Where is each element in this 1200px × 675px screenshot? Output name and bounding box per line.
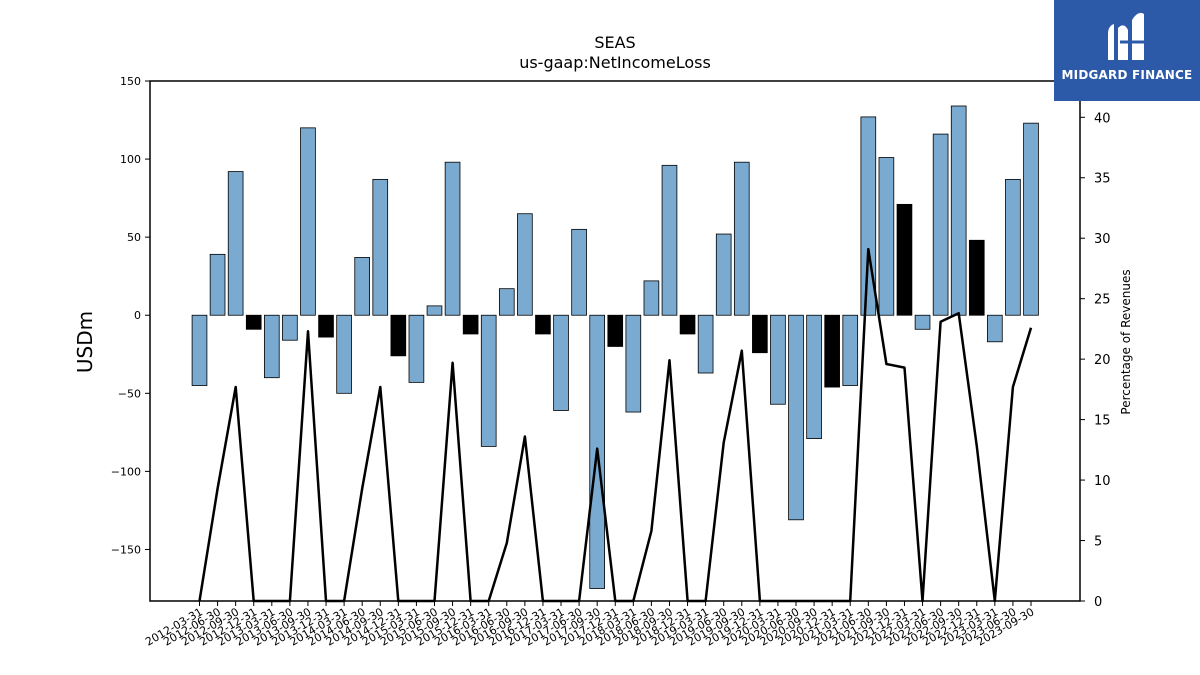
bar <box>390 314 407 357</box>
bar <box>191 314 208 386</box>
bar <box>462 314 479 335</box>
bar <box>770 314 786 405</box>
bar <box>896 203 913 316</box>
bar <box>733 161 750 316</box>
bar <box>661 164 678 316</box>
logo-text: MIDGARD FINANCE <box>1061 68 1193 82</box>
bar <box>408 314 425 383</box>
bar <box>227 171 244 316</box>
y-tick-label: 50 <box>127 231 141 244</box>
bar <box>625 314 642 413</box>
bar <box>932 133 949 316</box>
bar <box>607 314 624 347</box>
y-tick-label: −50 <box>118 387 141 400</box>
bar <box>245 314 262 330</box>
y2-tick-label: 15 <box>1094 414 1111 429</box>
bar <box>209 253 226 316</box>
bar <box>950 105 967 316</box>
bar <box>679 314 696 335</box>
bar <box>987 314 1003 343</box>
y2-tick-label: 20 <box>1094 353 1111 368</box>
bar <box>354 257 370 316</box>
y-axis-label: USDm <box>73 311 97 373</box>
bar <box>914 314 931 330</box>
bar <box>517 213 533 316</box>
bar <box>752 314 768 354</box>
y2-axis-label: Percentage of Revenues <box>1119 269 1133 414</box>
y2-tick-label: 5 <box>1094 535 1102 550</box>
y2-tick-label: 30 <box>1094 232 1111 247</box>
bar <box>824 314 840 388</box>
bar <box>697 314 714 374</box>
bar <box>842 314 859 386</box>
bar <box>715 233 732 316</box>
bar <box>318 314 334 338</box>
bar <box>372 178 389 316</box>
logo: MIDGARD FINANCE <box>1054 0 1200 101</box>
y-tick-label: 150 <box>120 75 141 88</box>
y2-tick-label: 25 <box>1094 293 1111 308</box>
y-tick-label: 100 <box>120 153 141 166</box>
bar <box>426 305 443 316</box>
bar <box>878 157 895 316</box>
y2-tick-label: 40 <box>1094 111 1111 126</box>
bar <box>571 228 587 316</box>
bar <box>643 280 660 316</box>
chart-subtitle: us-gaap:NetIncomeLoss <box>519 53 711 72</box>
bar <box>498 288 515 316</box>
y2-tick-label: 35 <box>1094 172 1111 187</box>
y-tick-label: −150 <box>111 543 141 556</box>
bar <box>300 127 316 316</box>
logo-mark-icon <box>1108 12 1146 60</box>
bar <box>480 314 497 447</box>
y2-tick-label: 10 <box>1094 474 1111 489</box>
bar <box>806 314 822 439</box>
bar <box>1023 122 1039 316</box>
bar <box>263 314 280 379</box>
chart-title: SEAS <box>594 33 635 52</box>
bar <box>553 314 569 411</box>
bar <box>282 314 298 341</box>
bars-layer <box>191 105 1039 589</box>
y-tick-label: −100 <box>111 465 141 478</box>
axes-layer: −150−100−5005010015005101520253035402012… <box>111 75 1111 649</box>
bar <box>444 161 461 316</box>
bar <box>535 314 551 335</box>
bar <box>788 314 804 521</box>
y-tick-label: 0 <box>134 309 141 322</box>
bar <box>336 314 352 394</box>
bar <box>1005 178 1021 316</box>
bar <box>968 239 985 316</box>
y2-tick-label: 0 <box>1094 595 1102 610</box>
